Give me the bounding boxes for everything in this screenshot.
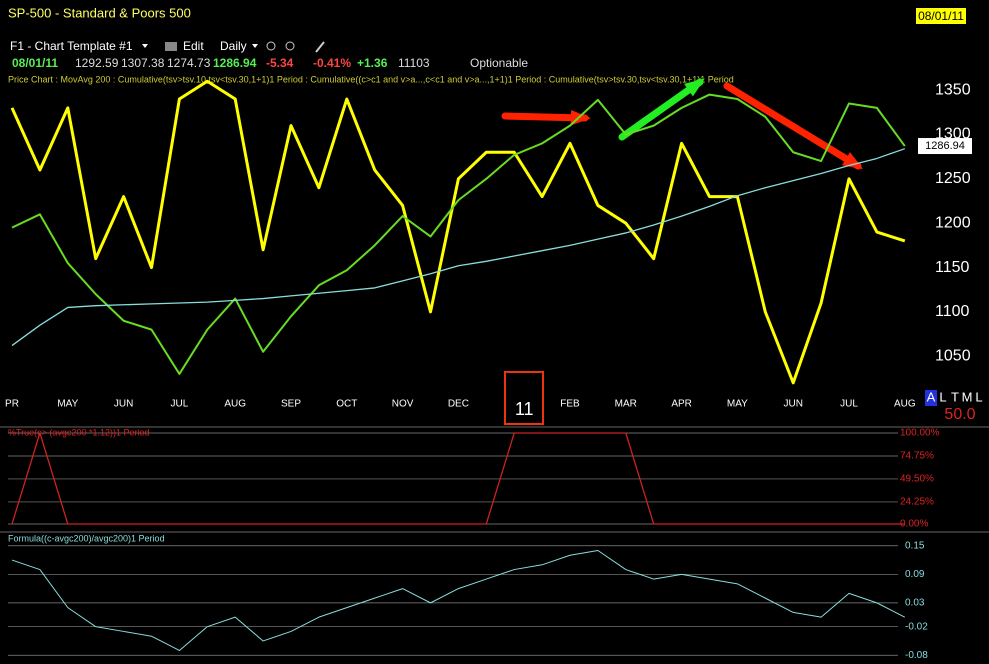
annotation-arrow <box>723 82 862 170</box>
y-tick-label: 74.75% <box>900 451 934 462</box>
y-tick-label: 0.09 <box>905 569 925 580</box>
watchlist-letter: L <box>939 389 946 404</box>
watchlist-letter: M <box>962 389 973 404</box>
x-tick-label: AUG <box>894 399 916 410</box>
window-title: SP-500 - Standard & Poors 500 <box>8 5 191 20</box>
y-tick-label: 1200 <box>935 214 971 231</box>
quote-low: 1274.73 <box>167 56 211 70</box>
x-tick-label: JUL <box>840 399 858 410</box>
watchlist-letter: T <box>951 389 959 404</box>
watchlist-letter: L <box>975 389 982 404</box>
pane-title: Formula((c-avgc200)/avgc200)1 Period <box>8 533 165 543</box>
x-tick-label: PR <box>5 399 19 410</box>
y-tick-label: -0.02 <box>905 621 928 632</box>
price-tag-label: 1286.94 <box>925 140 965 152</box>
y-tick-label: 100.00% <box>900 428 940 439</box>
series-line <box>11 148 906 347</box>
quote-date: 08/01/11 <box>12 56 58 70</box>
annotation-arrow <box>618 78 704 141</box>
series-line <box>11 550 906 651</box>
y-tick-label: 0.15 <box>905 540 925 551</box>
y-tick-label: -0.08 <box>905 650 928 661</box>
quote-change-pct: -0.41% <box>313 56 351 70</box>
x-tick-label: NOV <box>392 399 414 410</box>
dropdown-arrow <box>142 44 148 48</box>
x-tick-label: AUG <box>224 399 246 410</box>
draw-tool[interactable] <box>315 41 325 53</box>
template-menu[interactable]: F1 - Chart Template #1 <box>10 39 133 53</box>
zoom-out[interactable] <box>285 41 295 51</box>
quote-status: Optionable <box>470 56 528 70</box>
side-value: 50.0 <box>944 406 975 423</box>
y-tick-label: 49.50% <box>900 474 934 485</box>
x-tick-label: SEP <box>281 399 301 410</box>
quote-close: 1286.94 <box>213 56 257 70</box>
quote-change2: +1.36 <box>357 56 388 70</box>
quote-row: 08/01/11 1292.59 1307.38 1274.73 1286.94… <box>12 56 528 70</box>
interval-menu[interactable]: Daily <box>220 39 247 53</box>
y-tick-label: 0.00% <box>900 519 928 530</box>
zoom-in[interactable] <box>266 41 276 51</box>
arrow-head <box>842 152 864 170</box>
series-line <box>11 93 906 375</box>
dropdown-arrow <box>252 44 258 48</box>
x-tick-label: JUN <box>114 399 133 410</box>
x-tick-label: 11 <box>515 399 534 419</box>
highlight-box <box>504 371 544 425</box>
x-tick-label: DEC <box>448 399 469 410</box>
window-date: 08/01/11 <box>918 9 964 23</box>
watchlist-highlight <box>925 390 937 406</box>
price-tag <box>918 138 972 155</box>
x-tick-label: MAY <box>57 399 78 410</box>
series-line <box>11 432 905 525</box>
x-tick-label: MAR <box>615 399 637 410</box>
x-tick-label: OCT <box>336 399 357 410</box>
quote-volume: 11103 <box>398 56 430 70</box>
quote-open: 1292.59 <box>75 56 119 70</box>
watchlist-letter: A <box>927 389 936 404</box>
y-tick-label: 1150 <box>935 259 970 276</box>
x-tick-label: JUN <box>783 399 802 410</box>
y-tick-label: 0.03 <box>905 598 925 609</box>
indicator-legend: Price Chart : MovAvg 200 : Cumulative(ts… <box>8 74 734 84</box>
edit-icon <box>165 42 177 51</box>
y-tick-label: 1350 <box>935 81 971 98</box>
quote-change: -5.34 <box>266 56 294 70</box>
y-tick-label: 1100 <box>935 303 970 320</box>
x-tick-label: JUL <box>171 399 189 410</box>
y-tick-label: 1250 <box>935 170 971 187</box>
x-tick-label: MAY <box>727 399 748 410</box>
pane-title: %True(c> (avgc200 *1.12))1 Period <box>8 427 150 437</box>
quote-high: 1307.38 <box>121 56 165 70</box>
x-tick-label: FEB <box>560 399 580 410</box>
x-tick-label: APR <box>671 399 692 410</box>
y-tick-label: 1050 <box>935 347 971 364</box>
edit-button[interactable]: Edit <box>183 39 204 53</box>
arrow-head <box>684 78 705 97</box>
y-tick-label: 24.25% <box>900 497 934 508</box>
series-line <box>10 79 906 385</box>
date-box <box>916 8 966 24</box>
annotations <box>501 78 864 170</box>
